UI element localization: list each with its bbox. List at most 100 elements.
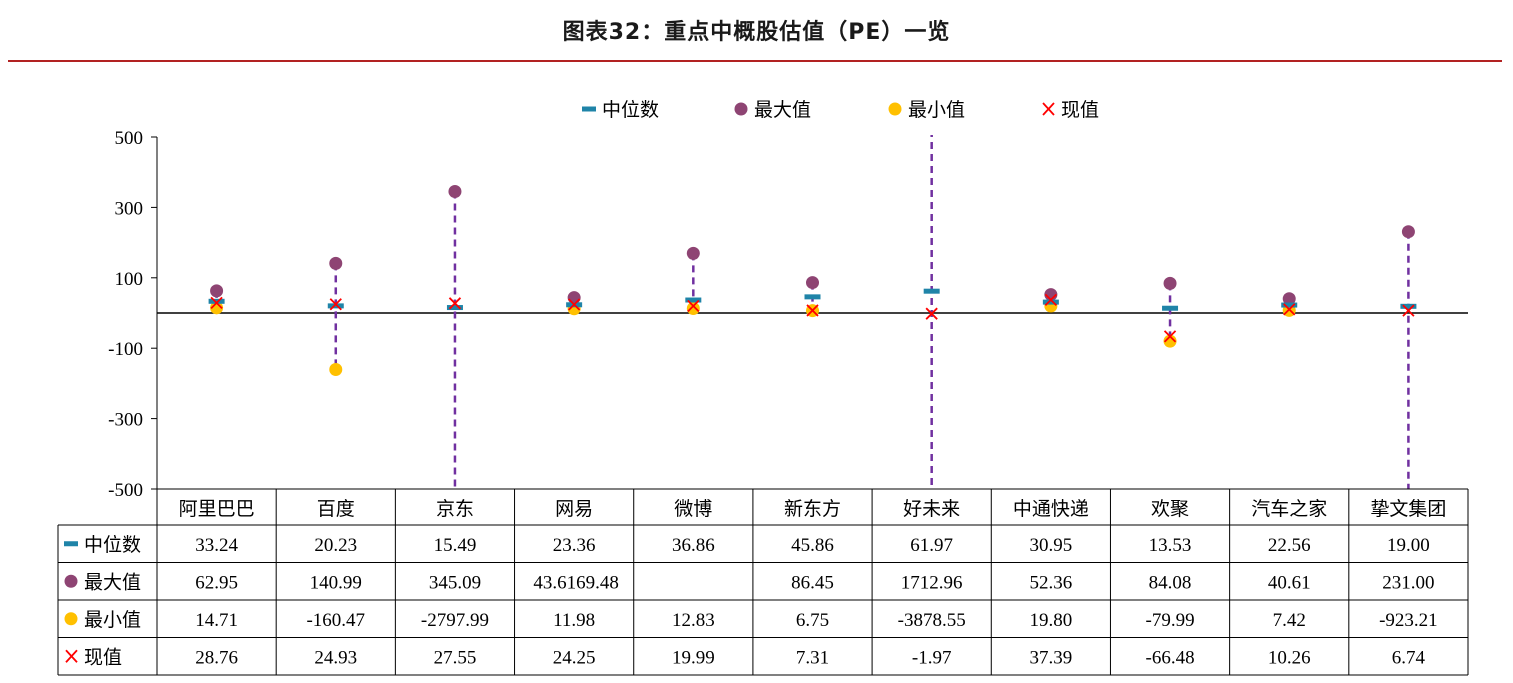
max-point: [1163, 276, 1177, 290]
max-point: [567, 291, 581, 305]
row-header-label: 最小值: [84, 609, 141, 631]
category-label: 欢聚: [1151, 498, 1189, 520]
table-cell: 231.00: [1382, 572, 1434, 593]
table-cell: 7.31: [796, 647, 829, 668]
current-point-stroke: [210, 296, 223, 310]
min-point: [686, 301, 700, 315]
min-point: [1163, 334, 1177, 348]
table-cell: 52.36: [1029, 572, 1072, 593]
category-label: 挚文集团: [1370, 498, 1446, 520]
table-cell: 24.25: [553, 647, 596, 668]
current-point: [448, 297, 462, 310]
median-point: [923, 288, 940, 294]
category-label: 百度: [317, 498, 355, 520]
table-cell: 12.83: [672, 610, 715, 631]
current-point-stroke: [329, 298, 342, 311]
table-cell: 45.86: [791, 535, 834, 556]
current-point-stroke: [1044, 293, 1058, 306]
current-point: [329, 298, 342, 311]
table-cell: 43.6169.48: [533, 572, 619, 593]
max-point: [210, 284, 224, 298]
table-cell: -1.97: [912, 647, 952, 668]
title-divider: [8, 60, 1502, 62]
table-cell: 140.99: [310, 572, 362, 593]
current-point-stroke: [1163, 330, 1177, 343]
current-point-stroke: [448, 297, 462, 310]
y-tick-label: -500: [108, 480, 143, 501]
y-tick-label: 100: [115, 269, 144, 290]
current-point: [1402, 304, 1415, 317]
table-cell: 36.86: [672, 535, 715, 556]
median-point: [1400, 303, 1417, 309]
median-point: [1281, 302, 1298, 308]
legend-label: 最大值: [754, 99, 811, 121]
table-cell: 28.76: [195, 647, 238, 668]
category-label: 网易: [555, 498, 593, 520]
table-cell: -160.47: [306, 610, 365, 631]
category-label: 新东方: [784, 498, 841, 520]
current-point-stroke: [1283, 303, 1296, 316]
median-point: [208, 298, 225, 304]
median-point: [1042, 299, 1059, 305]
row-marker-median: [64, 541, 78, 547]
table-cell: -3878.55: [898, 610, 966, 631]
table-cell: 19.99: [672, 647, 715, 668]
current-point: [567, 298, 581, 311]
row-header-label: 现值: [84, 646, 122, 668]
table-cell: 6.75: [796, 610, 829, 631]
category-label: 京东: [436, 498, 474, 520]
table-cell: 22.56: [1268, 535, 1311, 556]
table-cell: 14.71: [195, 610, 238, 631]
table-cell: 7.42: [1273, 610, 1306, 631]
legend-marker-current: [1042, 102, 1055, 116]
row-header-label: 中位数: [84, 534, 141, 556]
max-point: [1401, 225, 1415, 239]
category-label: 中通快递: [1013, 498, 1089, 520]
max-point: [448, 185, 462, 199]
table-cell: 23.36: [553, 535, 596, 556]
median-point: [685, 297, 702, 303]
category-label: 好未来: [903, 498, 960, 520]
table-cell: 19.80: [1029, 610, 1072, 631]
min-point: [329, 362, 343, 376]
row-marker-max: [64, 574, 78, 588]
current-point: [1283, 303, 1296, 316]
table-cell: 86.45: [791, 572, 834, 593]
current-point: [687, 299, 700, 313]
table-cell: 6.74: [1392, 647, 1426, 668]
row-header-label: 最大值: [84, 571, 141, 593]
category-label: 微博: [674, 498, 712, 520]
legend-marker-stroke: [1042, 102, 1055, 116]
table-cell: 10.26: [1268, 647, 1311, 668]
legend-marker-median: [582, 106, 596, 112]
max-point: [806, 276, 819, 290]
table-cell: -2797.99: [421, 610, 489, 631]
category-label: 阿里巴巴: [179, 498, 255, 520]
max-point: [329, 256, 343, 270]
max-point: [1282, 292, 1296, 306]
table-cell: -923.21: [1379, 610, 1438, 631]
min-point: [210, 301, 224, 315]
legend-label: 最小值: [908, 99, 965, 121]
table-cell: 345.09: [429, 572, 481, 593]
current-point: [1044, 293, 1058, 306]
y-tick-label: -100: [108, 339, 143, 360]
table-cell: 40.61: [1268, 572, 1311, 593]
table-cell: 30.95: [1029, 535, 1072, 556]
legend-label: 现值: [1061, 99, 1099, 121]
table-cell: 62.95: [195, 572, 238, 593]
current-point: [806, 304, 819, 317]
current-point-stroke: [806, 304, 819, 317]
y-tick-label: 300: [115, 198, 144, 219]
current-point-stroke: [925, 307, 938, 320]
median-point: [327, 303, 344, 309]
median-point: [446, 305, 463, 311]
current-point: [925, 307, 938, 320]
table-cell: 27.55: [434, 647, 477, 668]
table-cell: -66.48: [1146, 647, 1195, 668]
table-cell: 20.23: [314, 535, 357, 556]
table-cell: 84.08: [1149, 572, 1192, 593]
row-marker-current: [65, 649, 78, 663]
legend-marker-min: [888, 102, 902, 116]
